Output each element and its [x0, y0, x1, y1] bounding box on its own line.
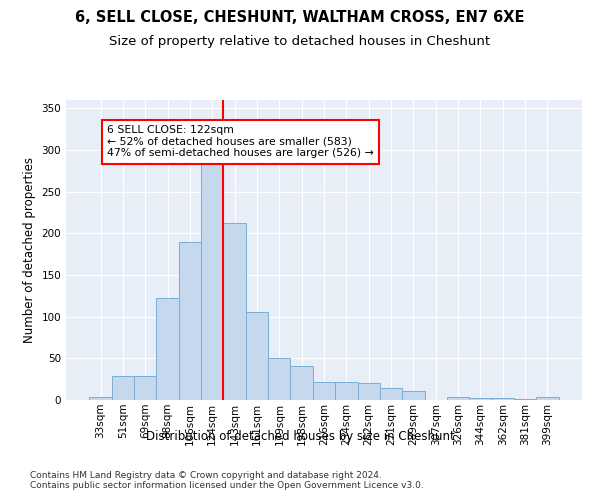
Bar [514, 399, 536, 400]
Bar [380, 388, 402, 400]
Bar [268, 358, 290, 400]
Bar [358, 384, 380, 400]
Bar [313, 382, 335, 400]
Bar [290, 366, 313, 400]
Bar [134, 376, 157, 400]
Bar [89, 396, 112, 400]
Bar [491, 398, 514, 400]
Text: Distribution of detached houses by size in Cheshunt: Distribution of detached houses by size … [146, 430, 454, 443]
Text: 6 SELL CLOSE: 122sqm
← 52% of detached houses are smaller (583)
47% of semi-deta: 6 SELL CLOSE: 122sqm ← 52% of detached h… [107, 125, 374, 158]
Text: Contains HM Land Registry data © Crown copyright and database right 2024.
Contai: Contains HM Land Registry data © Crown c… [30, 470, 424, 490]
Text: Size of property relative to detached houses in Cheshunt: Size of property relative to detached ho… [109, 35, 491, 48]
Bar [469, 398, 491, 400]
Bar [223, 224, 246, 400]
Bar [157, 298, 179, 400]
Bar [112, 376, 134, 400]
Bar [201, 154, 223, 400]
Bar [335, 382, 358, 400]
Bar [447, 396, 469, 400]
Bar [246, 312, 268, 400]
Text: 6, SELL CLOSE, CHESHUNT, WALTHAM CROSS, EN7 6XE: 6, SELL CLOSE, CHESHUNT, WALTHAM CROSS, … [75, 10, 525, 25]
Bar [179, 242, 201, 400]
Bar [402, 391, 425, 400]
Y-axis label: Number of detached properties: Number of detached properties [23, 157, 36, 343]
Bar [536, 396, 559, 400]
